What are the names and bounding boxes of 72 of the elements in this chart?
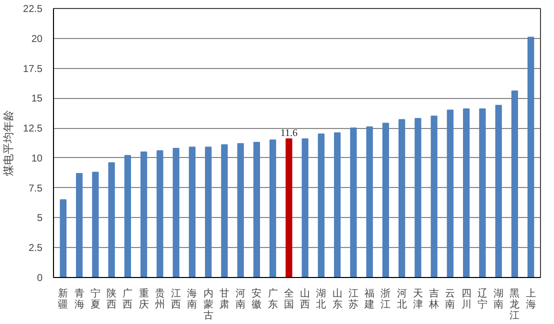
bar [237, 143, 244, 278]
data-label: 11.6 [280, 128, 298, 139]
x-tick-label: 天津 [412, 288, 423, 310]
bar [479, 108, 486, 278]
bar [382, 122, 390, 278]
bar [253, 142, 260, 278]
bar [366, 126, 373, 278]
bar [495, 104, 502, 278]
y-tick-label: 7.5 [28, 183, 43, 194]
x-tick-label: 云南 [445, 288, 456, 310]
x-tick-label: 黑龙江 [510, 288, 520, 322]
x-tick-label: 陕西 [106, 288, 117, 310]
y-tick-label: 10 [31, 153, 43, 164]
x-tick-label: 甘肃 [219, 288, 230, 310]
bar [108, 162, 115, 278]
x-tick-label: 浙江 [380, 288, 391, 310]
bar [350, 128, 357, 278]
bar [528, 36, 534, 278]
x-tick-label: 宁夏 [90, 288, 100, 310]
bar [140, 151, 148, 278]
x-tick-label: 上海 [526, 288, 536, 310]
x-tick-label: 辽宁 [477, 288, 488, 310]
x-tick-label: 江西 [171, 288, 182, 310]
bar [92, 172, 99, 278]
x-tick-label: 河南 [236, 288, 246, 310]
bar [446, 110, 454, 278]
x-tick-label: 河北 [396, 288, 407, 310]
y-tick-label: 5 [36, 213, 43, 224]
bar [221, 144, 228, 278]
x-tick-label: 吉林 [428, 288, 440, 310]
bar [188, 146, 196, 278]
y-tick-label: 2.5 [28, 243, 43, 254]
x-tick-label: 广西 [122, 288, 133, 310]
bar [172, 148, 180, 278]
bar [511, 90, 518, 278]
y-axis-title: 煤电平均年龄 [2, 110, 16, 176]
bar [414, 118, 422, 278]
x-tick-label: 福建 [364, 288, 375, 310]
y-tick-label: 17.5 [23, 64, 43, 75]
bar [302, 138, 308, 278]
y-tick-label: 0 [36, 273, 43, 284]
y-tick-label: 12.5 [23, 124, 43, 135]
bar [334, 132, 341, 278]
x-tick-label: 海南 [187, 288, 198, 310]
x-tick-label: 安徽 [252, 288, 262, 310]
y-tick-label: 22.5 [23, 4, 43, 15]
x-tick-label: 青海 [74, 288, 84, 310]
x-tick-label: 广东 [268, 288, 278, 310]
x-tick-label: 新疆 [58, 288, 68, 310]
bar [156, 150, 164, 278]
x-tick-label: 湖南 [494, 288, 504, 310]
x-tick-label: 山西 [300, 288, 310, 310]
bar [124, 155, 131, 278]
bar [76, 172, 83, 278]
bar [318, 134, 325, 278]
y-tick-label: 20 [31, 34, 43, 45]
x-tick-label: 贵州 [154, 288, 165, 310]
bar [269, 140, 276, 278]
x-tick-label: 湖北 [316, 288, 326, 310]
x-tick-label: 全国 [284, 288, 294, 310]
x-tick-label: 山东 [332, 288, 342, 310]
bar [60, 199, 66, 278]
bar [430, 116, 438, 278]
bar [463, 108, 470, 278]
x-tick-label: 内蒙古 [203, 288, 214, 322]
x-tick-label: 重庆 [138, 288, 149, 310]
bar [286, 138, 292, 278]
bar [398, 119, 406, 278]
bar [204, 146, 212, 278]
x-tick-label: 江苏 [348, 288, 358, 310]
y-tick-label: 15 [31, 94, 43, 105]
x-tick-label: 四川 [461, 288, 472, 310]
